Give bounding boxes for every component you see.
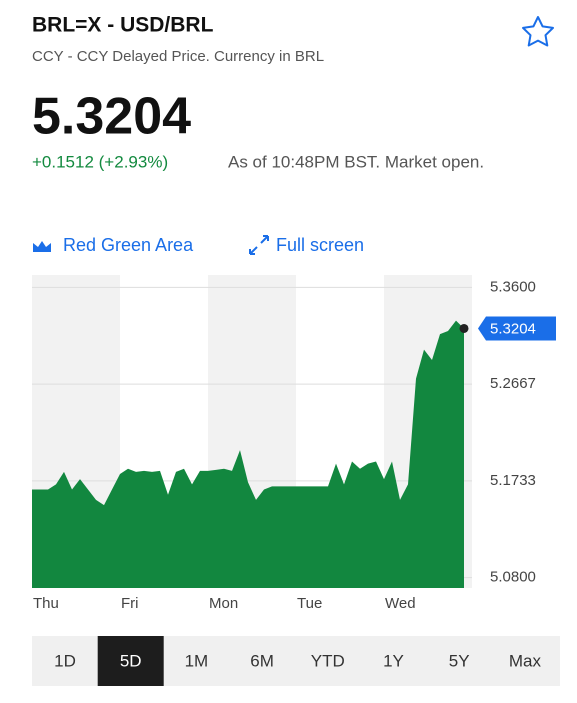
price-area <box>32 320 464 588</box>
range-button[interactable]: 1M <box>185 651 209 670</box>
expand-icon <box>249 235 269 255</box>
price-badge-label: 5.3204 <box>490 320 536 337</box>
range-button[interactable]: 5Y <box>449 651 470 670</box>
range-button[interactable]: 1Y <box>383 651 404 670</box>
chart-style-button[interactable]: Red Green Area <box>63 235 194 255</box>
price-badge <box>478 316 556 341</box>
ticker-title: BRL=X - USD/BRL <box>32 14 214 37</box>
x-tick-label: Tue <box>297 595 322 612</box>
full-screen-button[interactable]: Full screen <box>276 235 364 255</box>
watchlist-star[interactable] <box>522 16 554 47</box>
x-tick-label: Fri <box>121 595 139 612</box>
price: 5.3204 <box>32 88 191 146</box>
as-of: As of 10:48PM BST. Market open. <box>228 152 484 171</box>
plot: Thu Fri Mon Tue Wed 5.0800 5.1733 5.2667 5.3600 5… <box>32 275 556 612</box>
range-button[interactable]: 1D <box>54 651 76 670</box>
price-change: +0.1512 (+2.93%) <box>32 152 168 171</box>
x-tick-label: Thu <box>33 595 59 612</box>
subtitle: CCY - CCY Delayed Price. Currency in BRL <box>32 48 324 65</box>
range-button[interactable]: YTD <box>311 651 345 670</box>
x-tick-label: Mon <box>209 595 238 612</box>
y-tick-label: 5.3600 <box>490 278 536 295</box>
range-buttons: 1D 5D 1M 6M YTD 1Y 5Y Max <box>54 636 541 686</box>
y-tick-label: 5.1733 <box>490 472 536 489</box>
range-button[interactable]: 6M <box>250 651 274 670</box>
x-tick-label: Wed <box>385 595 416 612</box>
range-selected <box>97 636 164 686</box>
range-button[interactable]: Max <box>509 651 542 670</box>
y-tick-label: 5.0800 <box>490 569 536 586</box>
range-button[interactable]: 5D <box>120 651 142 670</box>
area-icon <box>33 241 51 252</box>
y-tick-label: 5.2667 <box>490 375 536 392</box>
last-point <box>459 323 469 333</box>
